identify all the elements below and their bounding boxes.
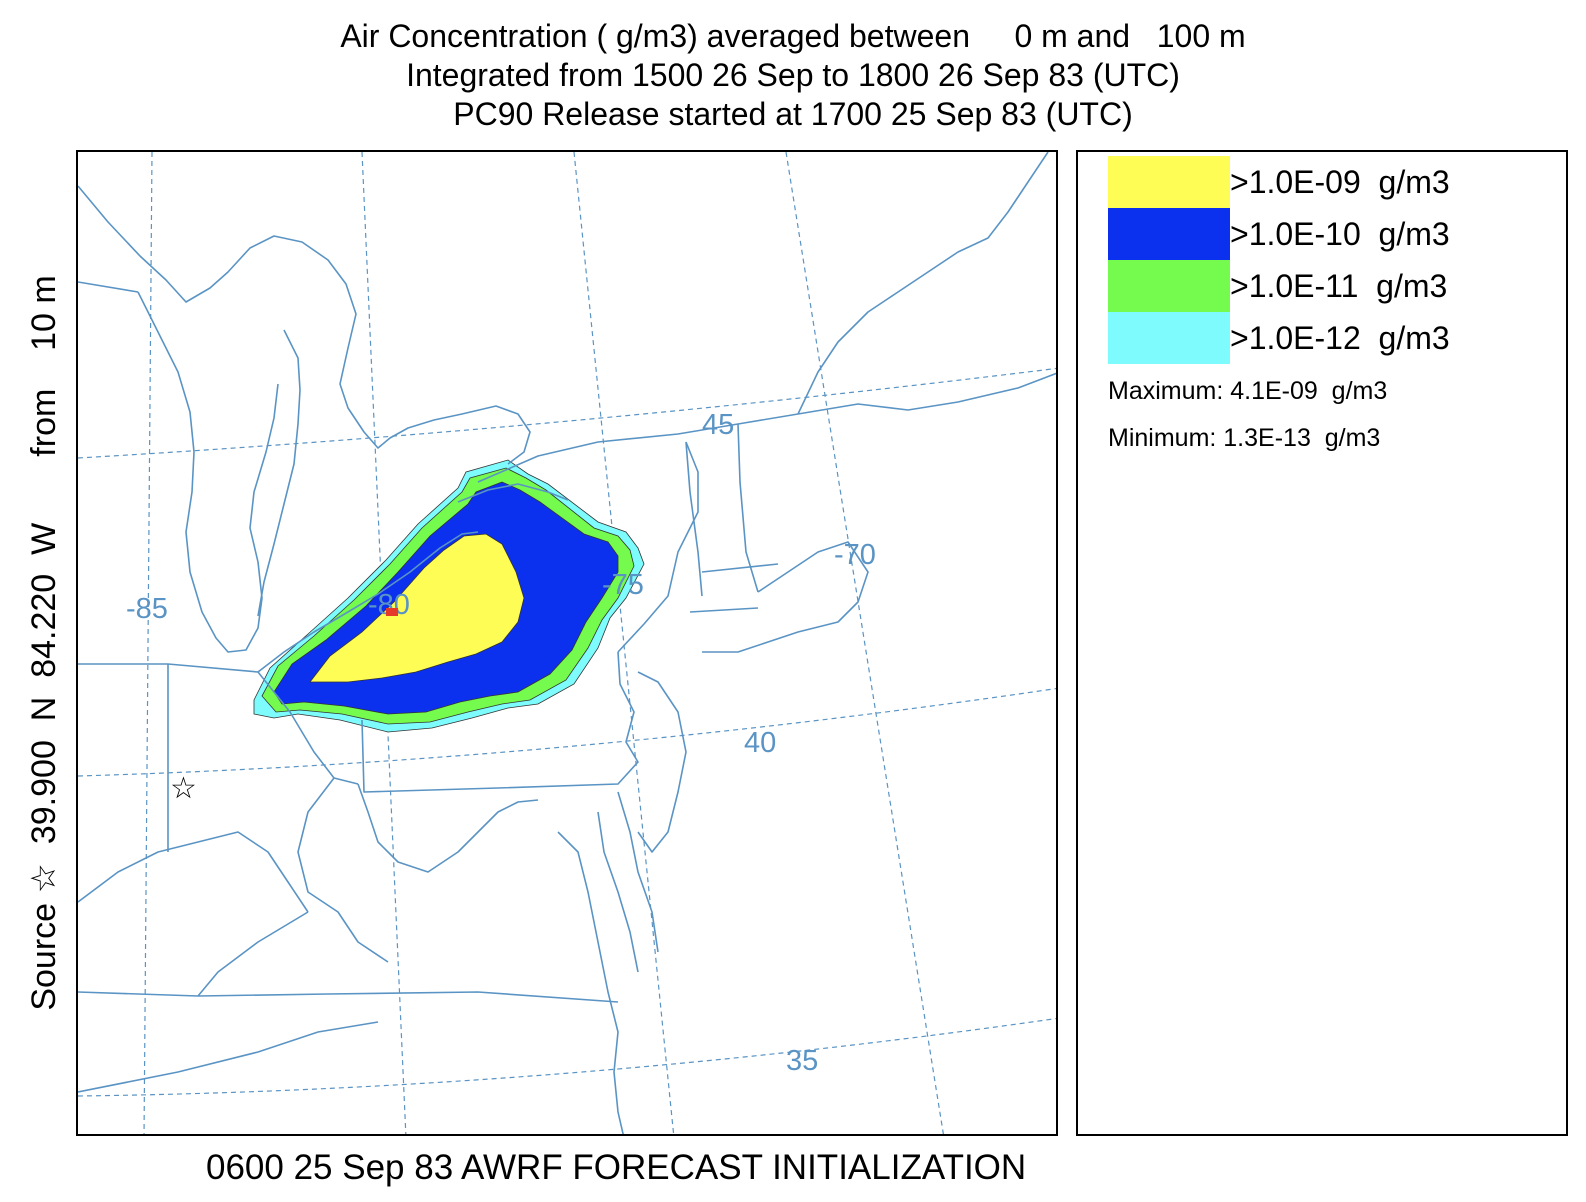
chesapeake-coast <box>557 831 624 1134</box>
title-line-1: Air Concentration ( g/m3) averaged betwe… <box>340 18 1246 54</box>
us-canada-border <box>78 281 1056 483</box>
meridian-80 <box>361 152 407 1134</box>
legend-label-1e-09: >1.0E-09 g/m3 <box>1230 164 1450 200</box>
delmarva <box>597 791 659 973</box>
legend-label-1e-12: >1.0E-12 g/m3 <box>1230 320 1450 356</box>
lat-label-40: 40 <box>744 727 776 759</box>
great-lakes-coast <box>78 185 531 465</box>
new-york-border <box>617 441 699 653</box>
meridian-85 <box>143 152 153 1134</box>
maine-coast <box>797 152 1049 415</box>
legend-label-1e-11: >1.0E-11 g/m3 <box>1230 268 1448 304</box>
lat-label-35: 35 <box>786 1045 818 1077</box>
parallel-40 <box>78 687 1056 777</box>
legend-label-1e-10: >1.0E-10 g/m3 <box>1230 216 1450 252</box>
plume <box>253 459 645 733</box>
new-england-coast <box>689 541 869 653</box>
map-panel: -85 -80 -75 -70 45 40 35 ☆ <box>76 150 1058 1136</box>
lake-michigan <box>137 291 279 653</box>
legend-swatch-1e-10 <box>1108 208 1230 260</box>
boundaries <box>78 152 1056 1134</box>
parallel-35 <box>78 1017 1056 1097</box>
title-line-2: Integrated from 1500 26 Sep to 1800 26 S… <box>406 57 1180 93</box>
lon-label-70: -70 <box>834 539 876 571</box>
source-star-icon: ☆ <box>170 771 197 806</box>
lat-label-45: 45 <box>702 409 734 441</box>
kentucky-border <box>78 831 309 913</box>
title-line-3: PC90 Release started at 1700 25 Sep 83 (… <box>453 96 1133 132</box>
legend-maximum: Maximum: 4.1E-09 g/m3 <box>1108 377 1388 405</box>
west-virginia-border <box>297 777 539 963</box>
ohio-border <box>78 663 359 852</box>
parallel-45 <box>78 367 1056 459</box>
meridian-70 <box>785 152 944 1134</box>
legend-swatch-1e-12 <box>1108 312 1230 364</box>
release-marker <box>386 608 398 616</box>
lon-label-85: -85 <box>126 593 168 625</box>
north-carolina-border <box>78 1021 379 1093</box>
lake-huron <box>257 329 301 617</box>
source-location-label: Source ☆ 39.900 N 84.220 W from 10 m <box>25 275 63 1011</box>
lake-erie <box>257 531 479 673</box>
lake-ontario <box>457 483 569 503</box>
legend-minimum: Minimum: 1.3E-13 g/m3 <box>1108 424 1381 452</box>
map-canvas: -85 -80 -75 -70 45 40 35 ☆ <box>78 152 1056 1134</box>
new-jersey-coast <box>637 671 687 853</box>
forecast-initialization-label: 0600 25 Sep 83 AWRF FORECAST INITIALIZAT… <box>206 1148 1027 1187</box>
plume-contour-1e-09 <box>309 533 525 683</box>
pennsylvania-border <box>361 651 639 793</box>
legend-swatch-1e-11 <box>1108 260 1230 312</box>
legend-panel: >1.0E-09 g/m3 >1.0E-10 g/m3 >1.0E-11 g/m… <box>1076 150 1568 1136</box>
legend-swatch-1e-09 <box>1108 156 1230 208</box>
vermont-nh-border <box>685 423 759 597</box>
lon-label-80: -80 <box>368 589 410 621</box>
lon-label-75: -75 <box>602 569 644 601</box>
virginia-border <box>78 911 619 1003</box>
